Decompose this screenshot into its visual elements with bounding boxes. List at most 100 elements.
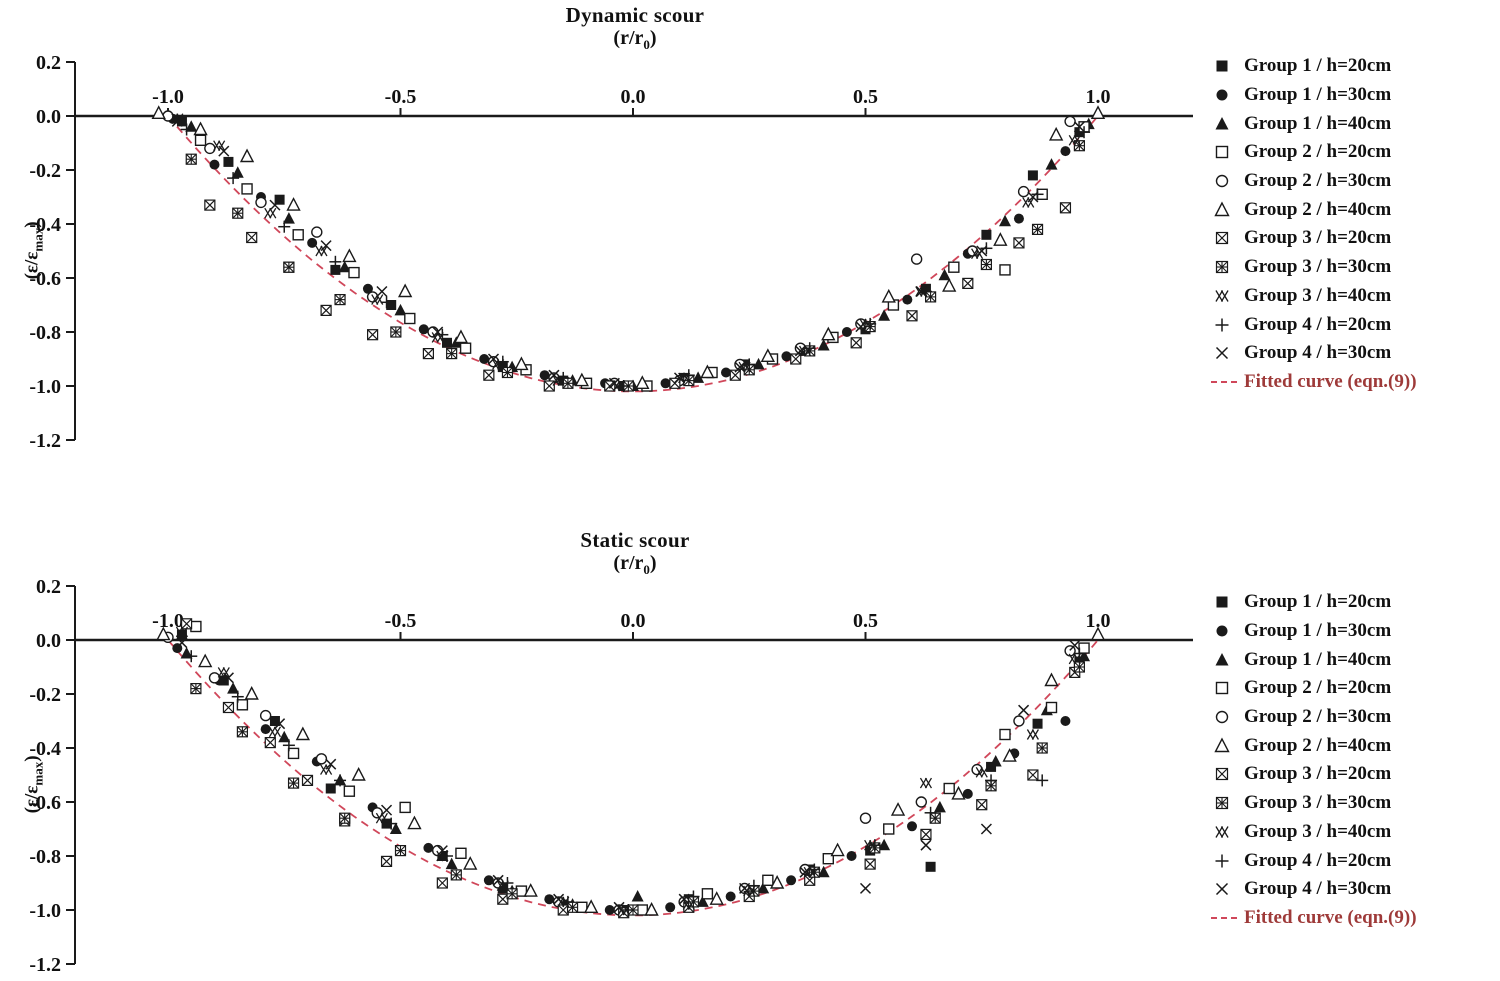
legend-item: Group 4 / h=20cm bbox=[1210, 846, 1496, 875]
series-open-triangle bbox=[156, 626, 1106, 916]
legend-item: Group 1 / h=40cm bbox=[1210, 109, 1496, 138]
series-x-cross bbox=[171, 115, 1085, 389]
svg-text:-0.8: -0.8 bbox=[29, 322, 61, 344]
legend-label: Group 2 / h=20cm bbox=[1244, 141, 1392, 163]
series-plus bbox=[180, 123, 1091, 392]
double-x-icon bbox=[1215, 290, 1229, 302]
x-cross-icon bbox=[1215, 883, 1229, 896]
series-boxed-x bbox=[181, 618, 1081, 919]
svg-text:-0.5: -0.5 bbox=[385, 86, 417, 108]
legend-label: Group 2 / h=40cm bbox=[1244, 734, 1392, 756]
svg-text:-1.0: -1.0 bbox=[152, 610, 184, 632]
legend-label: Fitted curve (eqn.(9)) bbox=[1244, 906, 1417, 928]
legend-item: Group 3 / h=30cm bbox=[1210, 789, 1496, 818]
legend-label: Group 3 / h=30cm bbox=[1244, 256, 1392, 278]
open-circle-icon bbox=[1215, 710, 1229, 724]
legend-item: Group 3 / h=40cm bbox=[1210, 818, 1496, 847]
legend-label: Group 3 / h=30cm bbox=[1244, 792, 1392, 814]
legend-item: Group 2 / h=20cm bbox=[1210, 138, 1496, 167]
open-triangle-icon bbox=[1214, 737, 1230, 752]
plus-icon bbox=[1215, 318, 1229, 332]
boxed-x-icon bbox=[1215, 232, 1229, 245]
legend-item: Group 2 / h=20cm bbox=[1210, 674, 1496, 703]
legend-item: Group 4 / h=30cm bbox=[1210, 339, 1496, 368]
legend-item: Group 2 / h=40cm bbox=[1210, 731, 1496, 760]
filled-triangle-icon bbox=[1215, 652, 1229, 666]
legend: Group 1 / h=20cm Group 1 / h=30cm Group 1 … bbox=[1210, 52, 1496, 396]
legend-item: Group 3 / h=40cm bbox=[1210, 282, 1496, 311]
svg-text:-0.5: -0.5 bbox=[385, 610, 417, 632]
chart-title: Dynamic scour bbox=[565, 3, 705, 27]
filled-square-icon bbox=[1216, 60, 1228, 72]
series-x-cross bbox=[176, 637, 1081, 913]
boxed-x-icon bbox=[1215, 768, 1229, 781]
filled-triangle-icon bbox=[1215, 116, 1229, 130]
legend-item: Group 3 / h=20cm bbox=[1210, 224, 1496, 253]
series-filled-square bbox=[176, 629, 1085, 915]
legend-label: Group 1 / h=20cm bbox=[1244, 55, 1392, 77]
plot-area: 0.2 0.0 -0.2 -0.4 -0.6 -0.8 -1.0 -1.2 -1.0 -0.5 0.… bbox=[29, 52, 1193, 452]
x-axis-label: (r/r0) bbox=[613, 27, 657, 52]
svg-text:-0.8: -0.8 bbox=[29, 846, 61, 868]
legend-item: Fitted curve (eqn.(9)) bbox=[1210, 368, 1496, 397]
svg-text:-0.2: -0.2 bbox=[29, 160, 61, 182]
legend-item: Group 1 / h=40cm bbox=[1210, 645, 1496, 674]
legend-label: Group 2 / h=20cm bbox=[1244, 677, 1392, 699]
legend-label: Fitted curve (eqn.(9)) bbox=[1244, 370, 1417, 392]
legend-label: Group 1 / h=40cm bbox=[1244, 648, 1392, 670]
series-boxed-x bbox=[204, 199, 1072, 392]
svg-text:-0.6: -0.6 bbox=[29, 792, 61, 814]
legend-label: Group 4 / h=30cm bbox=[1244, 342, 1392, 364]
legend-item: Group 1 / h=30cm bbox=[1210, 81, 1496, 110]
x-cross-icon bbox=[1215, 347, 1229, 360]
legend-item: Group 1 / h=30cm bbox=[1210, 617, 1496, 646]
svg-text:0.0: 0.0 bbox=[621, 610, 646, 632]
filled-square-icon bbox=[1216, 596, 1228, 608]
svg-text:0.0: 0.0 bbox=[36, 630, 61, 652]
series-filled-circle bbox=[167, 113, 1071, 389]
svg-text:0.2: 0.2 bbox=[36, 576, 61, 598]
chart-static-scour: Static scour (r/r0) (ε/εmax) 0.2 0.0 -0.2-… bbox=[0, 520, 1500, 979]
legend-item: Group 4 / h=20cm bbox=[1210, 310, 1496, 339]
legend-label: Group 3 / h=20cm bbox=[1244, 763, 1392, 785]
legend-item: Group 3 / h=20cm bbox=[1210, 760, 1496, 789]
legend-label: Group 4 / h=20cm bbox=[1244, 313, 1392, 335]
legend-label: Group 1 / h=30cm bbox=[1244, 620, 1392, 642]
svg-text:-1.0: -1.0 bbox=[29, 900, 61, 922]
legend-label: Group 2 / h=30cm bbox=[1244, 170, 1392, 192]
legend-label: Group 3 / h=20cm bbox=[1244, 227, 1392, 249]
open-square-icon bbox=[1215, 146, 1229, 159]
svg-text:0.2: 0.2 bbox=[36, 52, 61, 74]
open-circle-icon bbox=[1215, 174, 1229, 188]
plus-icon bbox=[1215, 854, 1229, 868]
svg-text:-1.2: -1.2 bbox=[29, 430, 61, 452]
svg-text:-1.0: -1.0 bbox=[29, 376, 61, 398]
legend-label: Group 2 / h=30cm bbox=[1244, 706, 1392, 728]
legend-label: Group 1 / h=20cm bbox=[1244, 591, 1392, 613]
chart-dynamic-scour: Dynamic scour (r/r0) (ε/εmax) 0.2 0.0 -0.2… bbox=[22, 3, 1496, 452]
open-square-icon bbox=[1215, 682, 1229, 695]
series-filled-triangle bbox=[180, 647, 1091, 910]
fitted-curve-icon bbox=[1211, 916, 1240, 919]
series-open-triangle bbox=[151, 105, 1106, 389]
double-x-icon bbox=[1215, 826, 1229, 838]
svg-text:0.0: 0.0 bbox=[621, 86, 646, 108]
open-triangle-icon bbox=[1214, 201, 1230, 216]
svg-text:0.5: 0.5 bbox=[853, 86, 878, 108]
legend-item: Group 2 / h=30cm bbox=[1210, 703, 1496, 732]
series-open-square bbox=[190, 620, 1090, 916]
fitted-curve-icon bbox=[1211, 380, 1240, 383]
legend-item: Group 3 / h=30cm bbox=[1210, 253, 1496, 282]
legend-label: Group 1 / h=30cm bbox=[1244, 84, 1392, 106]
legend: Group 1 / h=20cm Group 1 / h=30cm Group 1 … bbox=[1210, 588, 1496, 932]
series-plus bbox=[185, 647, 1086, 916]
plot-area: 0.2 0.0 -0.2 -0.4 -0.6 -0.8 -1.0 -1.2 -1.0 -0.5 0.… bbox=[29, 576, 1193, 976]
svg-text:-1.0: -1.0 bbox=[152, 86, 184, 108]
legend-item: Group 1 / h=20cm bbox=[1210, 588, 1496, 617]
legend-label: Group 3 / h=40cm bbox=[1244, 820, 1392, 842]
svg-text:-0.2: -0.2 bbox=[29, 684, 61, 706]
x-axis-label: (r/r0) bbox=[613, 552, 657, 577]
series-double-x bbox=[171, 113, 1081, 392]
series-double-x bbox=[175, 626, 1081, 916]
svg-text:-0.4: -0.4 bbox=[29, 214, 61, 236]
